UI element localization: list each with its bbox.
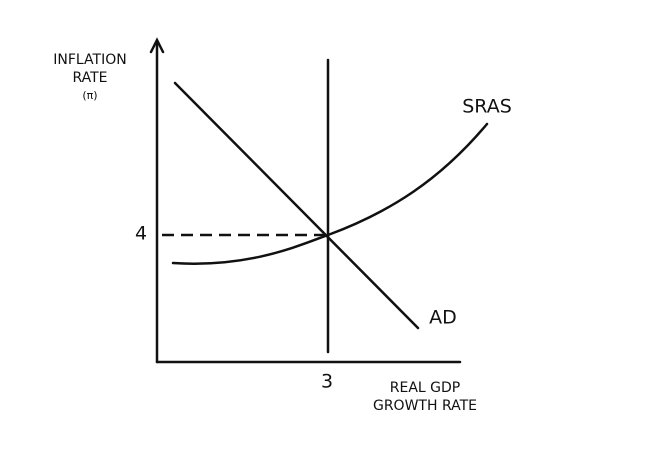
- y-axis-label: INFLATION: [53, 52, 126, 68]
- y-axis-arrow: [149, 37, 165, 54]
- y-axis-symbol: (π): [82, 89, 97, 102]
- y-axis-label: RATE: [72, 70, 107, 86]
- sras-curve: [171, 122, 489, 265]
- x-value-label: 3: [321, 371, 333, 393]
- ad-curve: [173, 81, 420, 330]
- curve-label: AD: [429, 307, 457, 329]
- x-axis-label: GROWTH RATE: [373, 398, 477, 414]
- y-value-label: 4: [135, 223, 147, 245]
- x-axis-label: REAL GDP: [390, 380, 460, 396]
- curve-label: SRAS: [462, 96, 512, 118]
